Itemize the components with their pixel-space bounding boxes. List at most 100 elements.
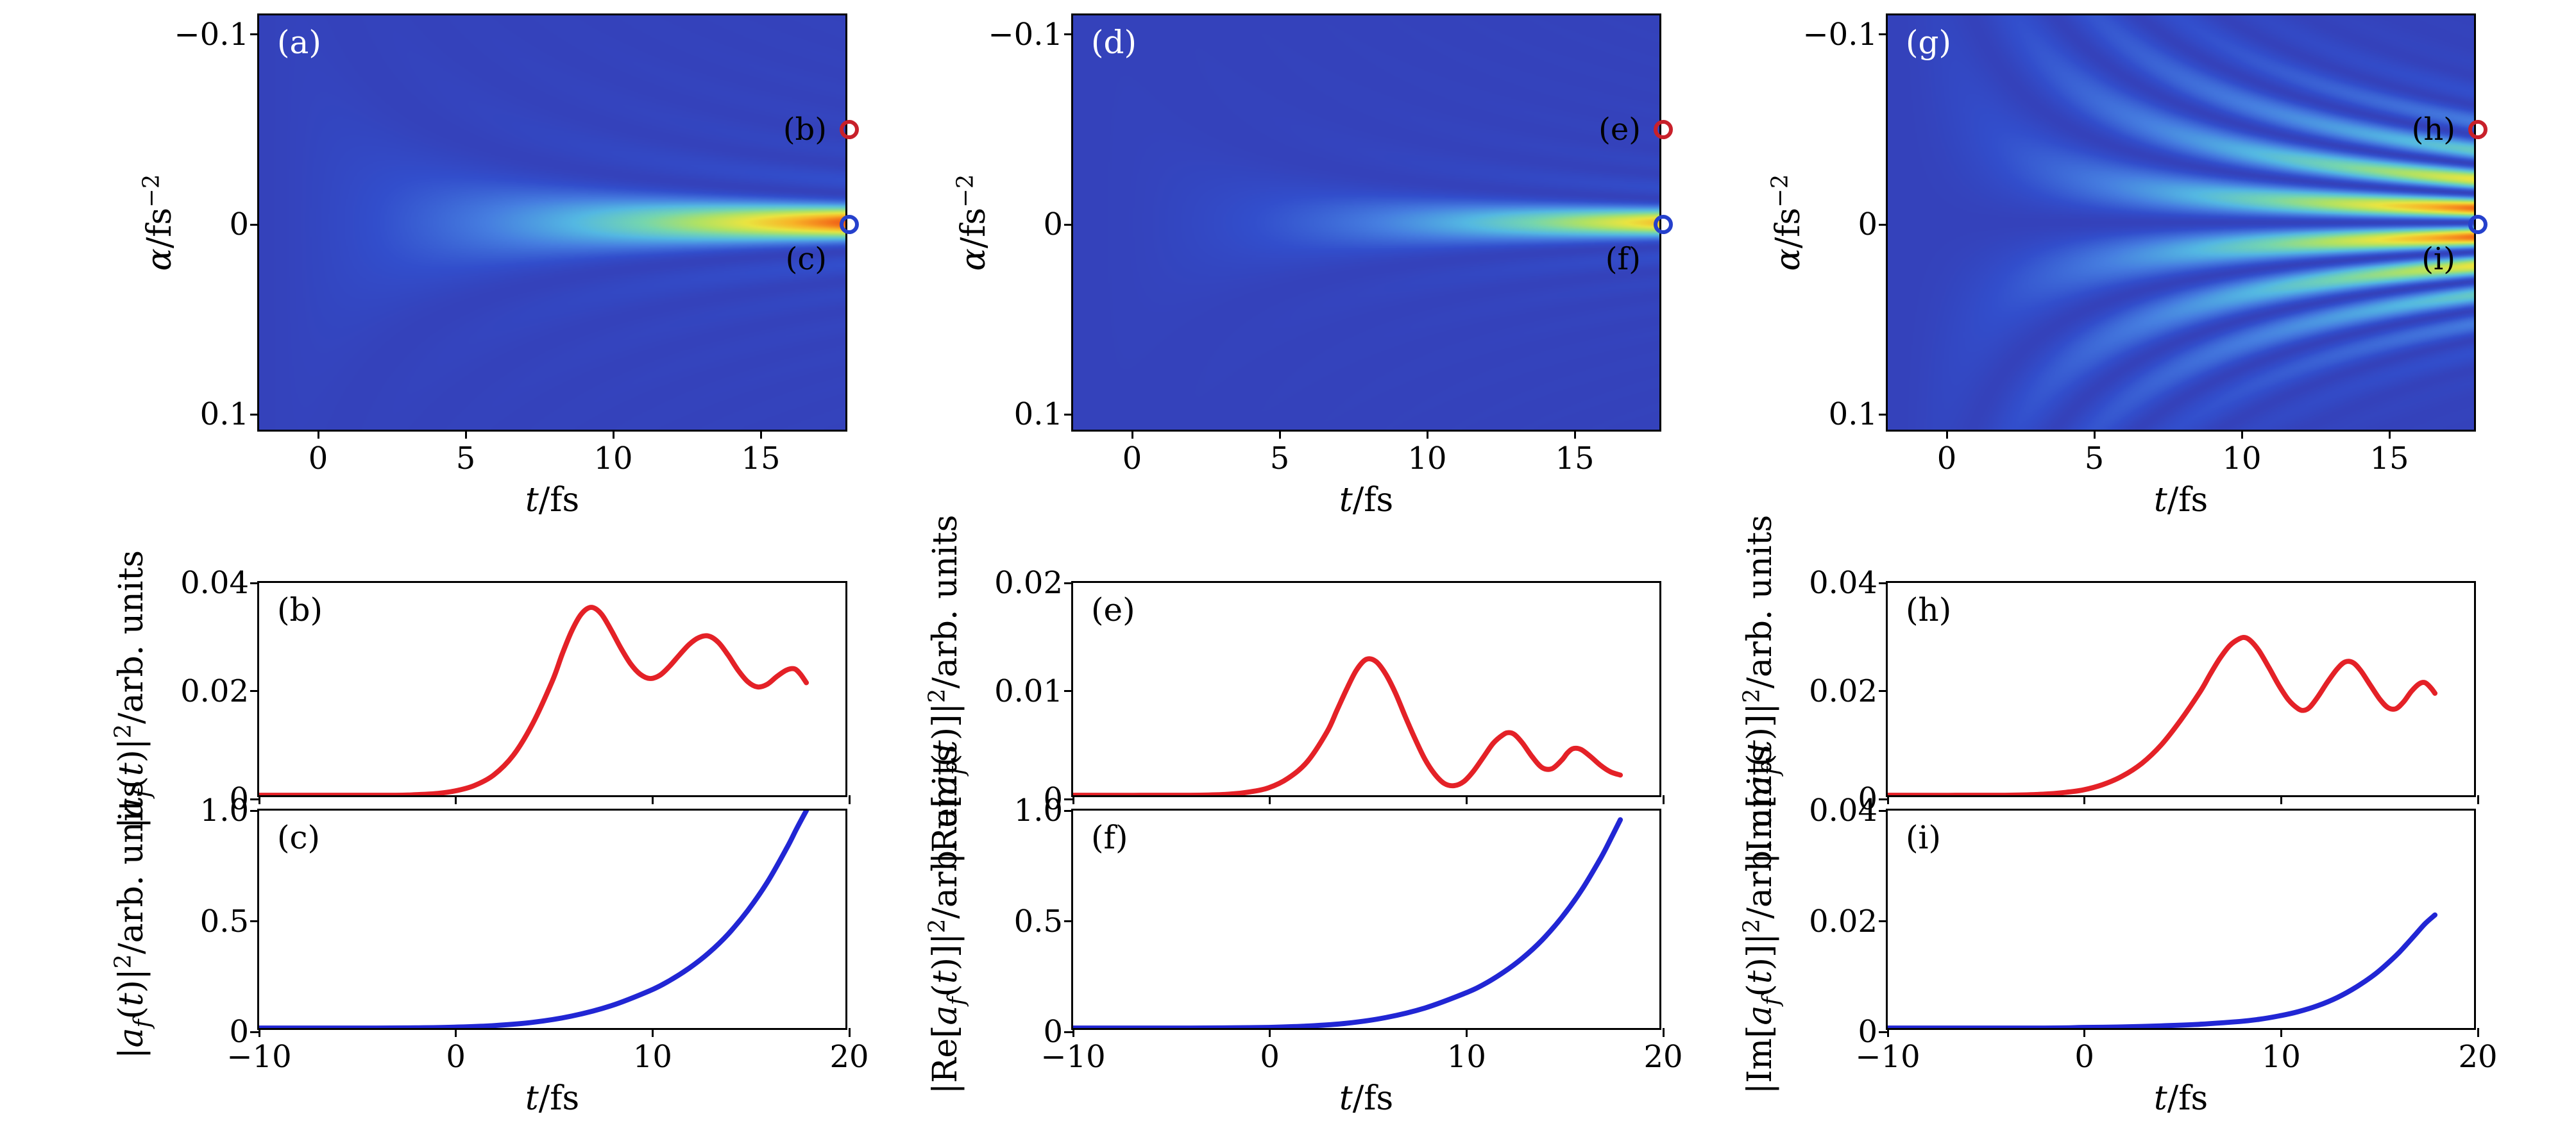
curve-path-c xyxy=(259,811,809,1028)
y-tick-mark xyxy=(250,582,259,584)
y-axis-label-d: α/fs−2 xyxy=(952,174,993,271)
x-tick-label: 20 xyxy=(829,1039,869,1075)
y-tick-label: 0 xyxy=(229,781,249,817)
panel-d-heatmap: (d) α/fs−2 t/fs 0 5 10 15 −0.1 0 0.1 (e) (f) xyxy=(953,13,1673,519)
x-tick-mark xyxy=(1072,795,1074,804)
marker-circle-blue[interactable] xyxy=(1654,215,1673,234)
x-tick-label: 10 xyxy=(593,441,633,476)
y-tick-label: 0.1 xyxy=(199,396,249,433)
panel-letter-b: (b) xyxy=(277,591,323,628)
x-tick-mark xyxy=(1662,1028,1665,1037)
panel-g-heatmap: (g) α/fs−2 t/fs 0 5 10 15 −0.1 0 0.1 (h) (i) xyxy=(1767,13,2487,519)
x-tick-mark xyxy=(1426,430,1428,439)
y-tick-label: 1.0 xyxy=(199,793,249,829)
x-tick-label: 0 xyxy=(446,1039,466,1075)
x-tick-label: 15 xyxy=(1555,441,1595,476)
y-tick-label: 0 xyxy=(1043,206,1063,242)
y-tick-label: 0.01 xyxy=(994,673,1063,709)
x-tick-label: 20 xyxy=(2458,1039,2498,1075)
y-tick-mark xyxy=(1879,809,1888,812)
x-tick-label: 10 xyxy=(1407,441,1447,476)
x-tick-label: −10 xyxy=(226,1039,292,1075)
panel-b-lineplot: (b) |af(t)|2/arb. units 0 0.02 0.04 xyxy=(110,550,851,829)
y-tick-label: 0 xyxy=(1043,781,1063,817)
x-tick-mark xyxy=(455,1028,457,1037)
marker-circle-red[interactable] xyxy=(2468,119,2487,139)
panel-letter-f: (f) xyxy=(1091,819,1128,856)
panel-letter-a: (a) xyxy=(277,24,321,61)
y-tick-mark xyxy=(1879,798,1888,800)
marker-circle-red[interactable] xyxy=(840,119,859,139)
x-axis-label-i: t/fs xyxy=(2153,1079,2208,1118)
y-tick-label: 1.0 xyxy=(1013,793,1063,829)
x-tick-mark xyxy=(1945,430,1948,439)
y-tick-mark xyxy=(250,809,259,812)
x-tick-label: 0 xyxy=(2074,1039,2094,1075)
y-tick-mark xyxy=(1879,582,1888,584)
y-tick-label: 0.02 xyxy=(180,673,249,709)
panel-letter-h: (h) xyxy=(1906,591,1952,628)
y-tick-mark xyxy=(1064,809,1073,812)
y-tick-label: 0 xyxy=(1043,1014,1063,1050)
x-tick-label: 10 xyxy=(632,1039,672,1075)
y-tick-label: 0.5 xyxy=(199,903,249,940)
x-tick-mark xyxy=(1278,430,1281,439)
heatmap-canvas-g xyxy=(1888,15,2474,430)
x-tick-mark xyxy=(455,795,457,804)
x-tick-label: 0 xyxy=(1122,441,1142,476)
y-tick-label: 0.5 xyxy=(1013,903,1063,940)
y-tick-label: 0.04 xyxy=(1809,793,1877,829)
y-tick-label: −0.1 xyxy=(174,16,249,53)
x-tick-mark xyxy=(2083,1028,2086,1037)
x-axis-label-d: t/fs xyxy=(1339,481,1394,519)
y-tick-mark xyxy=(250,413,259,416)
marker-circle-blue[interactable] xyxy=(840,215,859,234)
x-tick-mark xyxy=(258,1028,260,1037)
curve-svg-c xyxy=(259,811,809,1028)
x-tick-mark xyxy=(1886,795,1889,804)
marker-circle-blue[interactable] xyxy=(2468,215,2487,234)
y-tick-mark xyxy=(1064,798,1073,800)
x-axis-label-f: t/fs xyxy=(1339,1079,1394,1118)
y-tick-label: 0.02 xyxy=(1809,903,1877,940)
marker-label: (b) xyxy=(783,111,827,148)
y-tick-label: 0.04 xyxy=(1809,565,1877,601)
x-tick-mark xyxy=(2241,430,2243,439)
y-tick-mark xyxy=(1064,690,1073,692)
y-tick-label: 0.02 xyxy=(994,565,1063,601)
y-tick-mark xyxy=(1064,920,1073,922)
panel-letter-e: (e) xyxy=(1091,591,1135,628)
x-tick-mark xyxy=(464,430,467,439)
y-tick-mark xyxy=(1879,920,1888,922)
y-tick-mark xyxy=(1064,33,1073,36)
x-tick-mark xyxy=(651,795,654,804)
x-tick-mark xyxy=(1269,795,1271,804)
marker-circle-red[interactable] xyxy=(1654,119,1673,139)
y-tick-label: 0 xyxy=(1858,206,1877,242)
x-tick-mark xyxy=(1662,795,1665,804)
curve-path-b xyxy=(259,605,809,795)
marker-label: (e) xyxy=(1598,111,1641,148)
x-tick-label: 15 xyxy=(2369,441,2409,476)
x-tick-label: 0 xyxy=(308,441,328,476)
y-tick-label: −0.1 xyxy=(988,16,1063,53)
x-tick-label: −10 xyxy=(1855,1039,1920,1075)
curve-svg-f xyxy=(1073,817,1623,1028)
y-tick-label: 0 xyxy=(229,1014,249,1050)
y-tick-label: 0 xyxy=(1858,781,1877,817)
x-tick-mark xyxy=(1573,430,1576,439)
panel-e-lineplot: (e) |Re[af(t)]|2/arb. units 0 0.01 0.02 xyxy=(924,514,1665,864)
y-tick-mark xyxy=(1064,413,1073,416)
x-tick-mark xyxy=(1465,1028,1468,1037)
y-axis-label-f: |Re[af(t)]|2/arb. units xyxy=(924,745,970,1094)
panel-h-lineplot: (h) |Im[af(t)]|2/arb. units 0 0.02 0.04 xyxy=(1739,514,2479,864)
heatmap-canvas-a xyxy=(259,15,845,430)
y-tick-mark xyxy=(250,1031,259,1033)
x-axis-label-g: t/fs xyxy=(2153,481,2208,519)
x-tick-mark xyxy=(1886,1028,1889,1037)
x-tick-label: 5 xyxy=(1269,441,1290,476)
y-tick-mark xyxy=(250,223,259,226)
y-tick-mark xyxy=(250,920,259,922)
x-tick-mark xyxy=(2477,795,2479,804)
